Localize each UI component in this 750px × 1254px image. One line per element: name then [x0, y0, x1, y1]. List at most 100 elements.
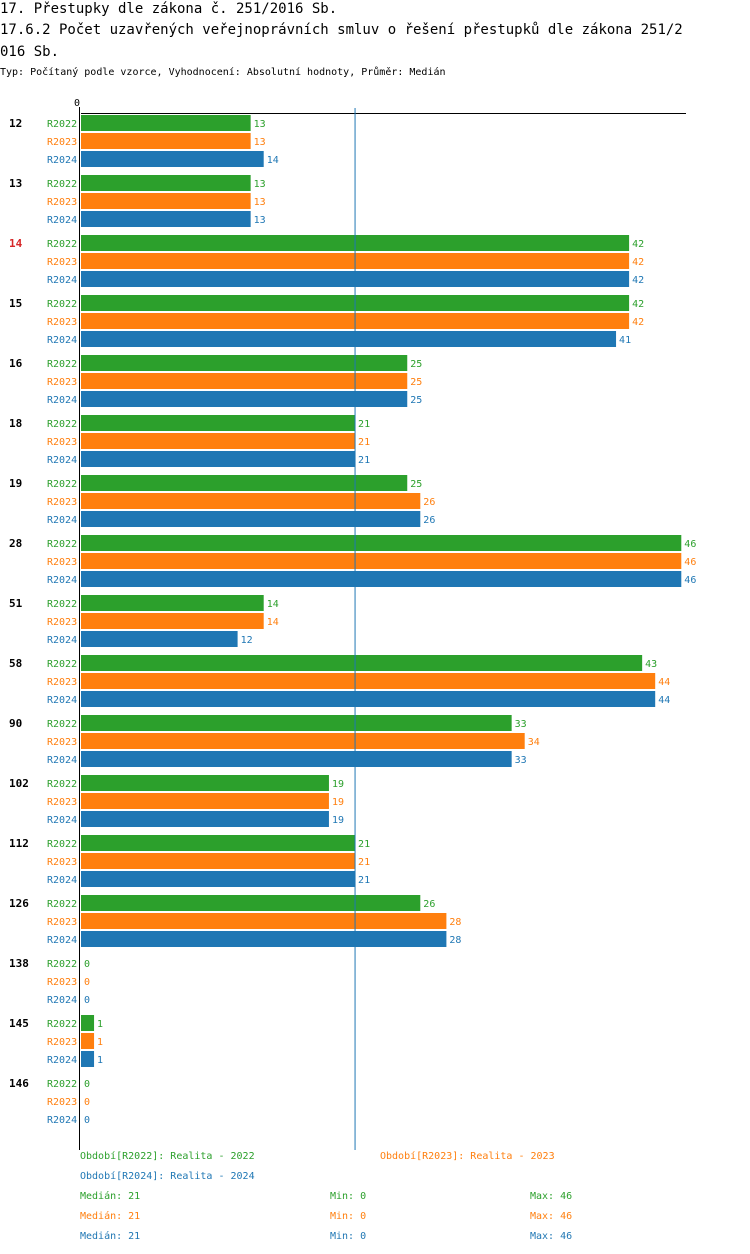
bar: [81, 895, 421, 911]
category-label: 12: [9, 117, 22, 130]
data-label: 21: [358, 857, 370, 868]
bar: [81, 913, 447, 929]
series-label: R2024: [47, 515, 77, 526]
data-label: 1: [97, 1037, 103, 1048]
series-label: R2022: [47, 359, 77, 370]
series-label: R2024: [47, 635, 77, 646]
data-label: 25: [410, 377, 422, 388]
bar: [81, 775, 329, 791]
series-label: R2024: [47, 875, 77, 886]
data-label: 0: [84, 1115, 90, 1126]
category-label: 138: [9, 957, 29, 970]
data-label: 28: [449, 935, 461, 946]
data-label: 44: [658, 677, 670, 688]
series-label: R2023: [47, 797, 77, 808]
series-label: R2022: [47, 539, 77, 550]
series-label: R2024: [47, 755, 77, 766]
data-label: 13: [254, 197, 266, 208]
bar: [81, 553, 682, 569]
data-label: 19: [332, 779, 344, 790]
series-label: R2022: [47, 659, 77, 670]
legend-r2024: Období[R2024]: Realita - 2024: [80, 1171, 255, 1182]
bar: [81, 373, 408, 389]
series-label: R2022: [47, 179, 77, 190]
bar: [81, 391, 408, 407]
data-label: 21: [358, 455, 370, 466]
series-label: R2024: [47, 275, 77, 286]
stat-median-r2024: Medián: 21: [80, 1231, 141, 1242]
data-label: 34: [528, 737, 540, 748]
series-label: R2022: [47, 839, 77, 850]
stat-min-r2023: Min: 0: [330, 1211, 367, 1222]
bar: [81, 571, 682, 587]
series-label: R2024: [47, 695, 77, 706]
data-label: 42: [632, 317, 644, 328]
series-label: R2023: [47, 677, 77, 688]
data-label: 14: [267, 155, 279, 166]
chart-title-line-3: 016 Sb.: [0, 44, 60, 60]
series-label: R2023: [47, 137, 77, 148]
bar: [81, 715, 512, 731]
series-label: R2023: [47, 557, 77, 568]
legend-r2023: Období[R2023]: Realita - 2023: [380, 1151, 555, 1162]
data-label: 28: [449, 917, 461, 928]
data-label: 13: [254, 137, 266, 148]
series-label: R2023: [47, 857, 77, 868]
series-label: R2023: [47, 437, 77, 448]
category-label: 14: [9, 237, 23, 250]
data-label: 14: [267, 617, 279, 628]
data-label: 21: [358, 875, 370, 886]
bar: [81, 175, 251, 191]
series-label: R2022: [47, 239, 77, 250]
series-label: R2024: [47, 815, 77, 826]
category-label: 51: [9, 597, 23, 610]
data-label: 25: [410, 395, 422, 406]
data-label: 12: [241, 635, 253, 646]
bar: [81, 211, 251, 227]
series-label: R2023: [47, 197, 77, 208]
category-label: 112: [9, 837, 29, 850]
bar: [81, 751, 512, 767]
series-label: R2023: [47, 257, 77, 268]
data-label: 44: [658, 695, 670, 706]
data-label: 19: [332, 815, 344, 826]
data-label: 1: [97, 1019, 103, 1030]
series-label: R2022: [47, 599, 77, 610]
series-label: R2024: [47, 215, 77, 226]
legend-r2022: Období[R2022]: Realita - 2022: [80, 1151, 255, 1162]
bar: [81, 193, 251, 209]
category-label: 15: [9, 297, 22, 310]
data-label: 1: [97, 1055, 103, 1066]
series-label: R2022: [47, 119, 77, 130]
category-label: 126: [9, 897, 29, 910]
bar: [81, 673, 656, 689]
bar: [81, 691, 656, 707]
data-label: 14: [267, 599, 279, 610]
data-label: 26: [423, 515, 435, 526]
bar: [81, 931, 447, 947]
bar: [81, 151, 264, 167]
stat-max-r2023: Max: 46: [530, 1211, 573, 1222]
data-label: 41: [619, 335, 631, 346]
bar: [81, 493, 421, 509]
stat-max-r2024: Max: 46: [530, 1231, 573, 1242]
series-label: R2022: [47, 779, 77, 790]
series-label: R2023: [47, 1097, 77, 1108]
series-label: R2023: [47, 977, 77, 988]
chart-subtitle: Typ: Počítaný podle vzorce, Vyhodnocení:…: [0, 67, 446, 78]
data-label: 0: [84, 995, 90, 1006]
bar: [81, 1051, 95, 1067]
x-tick-label: 0: [74, 98, 80, 109]
category-label: 16: [9, 357, 23, 370]
chart-title-line-1: 17. Přestupky dle zákona č. 251/2016 Sb.: [0, 1, 338, 17]
series-label: R2022: [47, 479, 77, 490]
series-label: R2024: [47, 335, 77, 346]
series-label: R2024: [47, 935, 77, 946]
data-label: 13: [254, 179, 266, 190]
bar: [81, 475, 408, 491]
stat-min-r2024: Min: 0: [330, 1231, 367, 1242]
data-label: 0: [84, 977, 90, 988]
bar: [81, 853, 356, 869]
series-label: R2024: [47, 575, 77, 586]
category-label: 102: [9, 777, 29, 790]
